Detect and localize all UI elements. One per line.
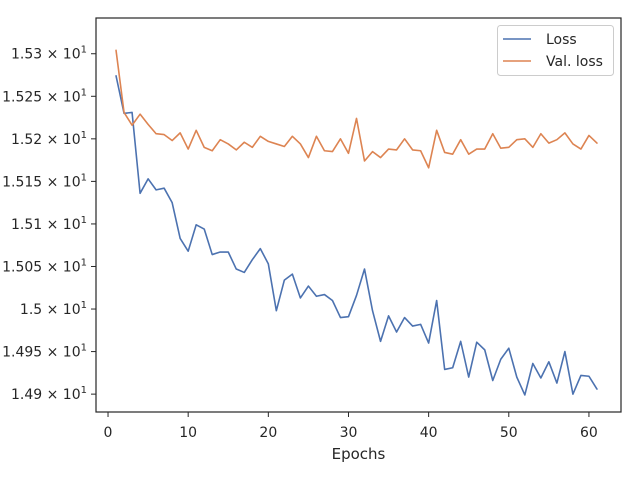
y-tick-label: 1.495 × 101	[2, 343, 87, 361]
y-tick-label: 1.51 × 101	[11, 215, 87, 233]
y-tick-label: 1.49 × 101	[11, 385, 87, 403]
series-line-loss	[115, 75, 598, 396]
legend-box	[497, 25, 614, 76]
y-tick-label: 1.5 × 101	[20, 300, 87, 318]
x-tick-label: 30	[340, 425, 358, 441]
y-tick-label: 1.515 × 101	[2, 172, 87, 190]
series-line-val-loss	[115, 49, 598, 169]
y-axis: 1.49 × 101 1.495 × 101 1.5 × 101 1.505 × 10…	[2, 45, 96, 403]
legend-label: Val. loss	[546, 54, 603, 70]
y-tick-label: 1.52 × 101	[11, 130, 87, 148]
y-tick-label: 1.505 × 101	[2, 257, 87, 275]
x-tick-label: 0	[104, 425, 113, 441]
plot-area	[115, 49, 598, 396]
x-tick-label: 40	[420, 425, 438, 441]
x-tick-label: 10	[179, 425, 197, 441]
x-tick-label: 50	[500, 425, 518, 441]
plot-frame	[95, 17, 622, 413]
legend: Loss Val. loss	[497, 25, 614, 76]
x-tick-label: 20	[259, 425, 277, 441]
x-axis: 0 10 20 30 40 50 60	[104, 412, 598, 441]
x-axis-title: Epochs	[332, 445, 386, 463]
y-tick-label: 1.53 × 101	[11, 45, 87, 63]
x-tick-label: 60	[580, 425, 598, 441]
legend-label: Loss	[546, 32, 577, 48]
y-tick-label: 1.525 × 101	[2, 87, 87, 105]
